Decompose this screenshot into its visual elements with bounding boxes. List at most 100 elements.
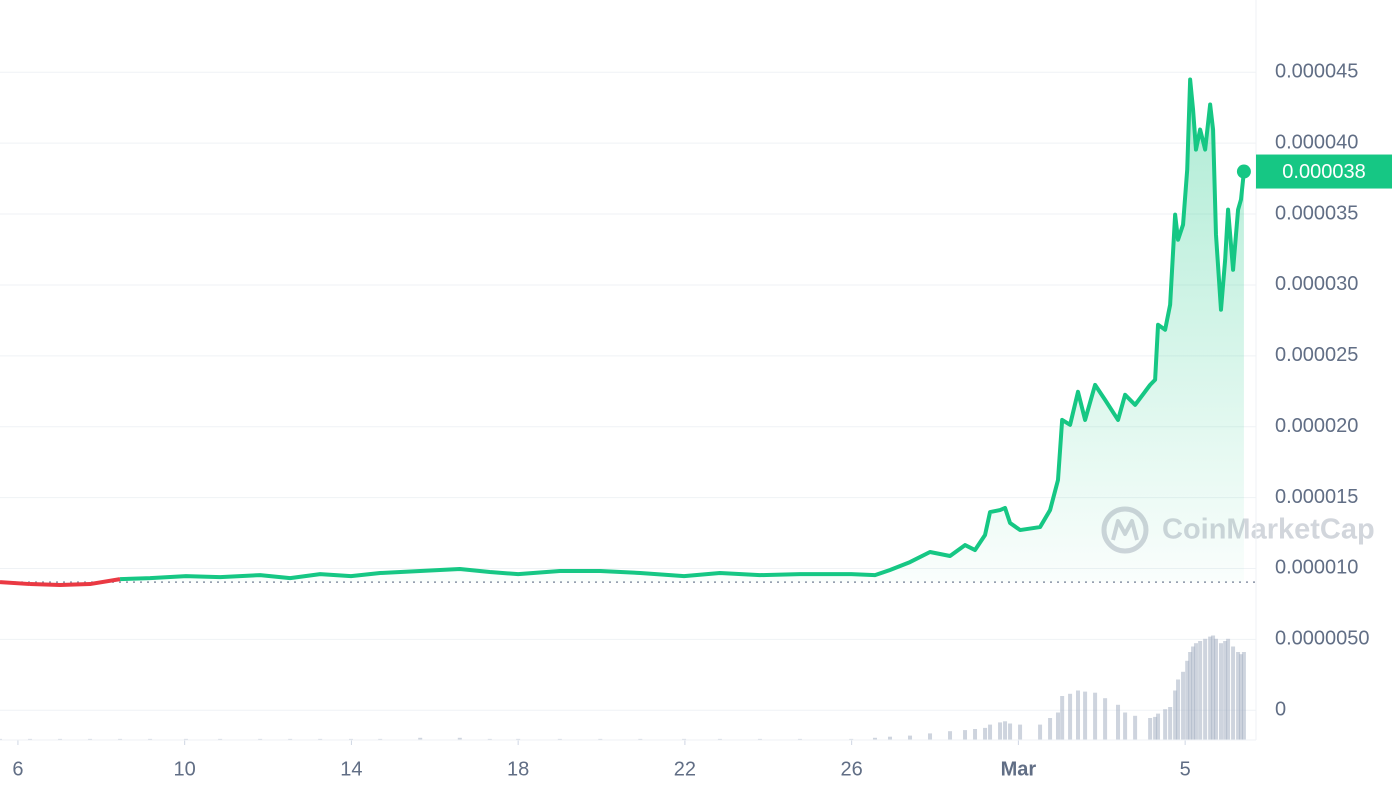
volume-bar [757,738,762,740]
volume-bar [1213,638,1218,740]
volume-bar [1191,646,1196,740]
volume-bar [1055,712,1060,740]
volume-bar [318,738,323,740]
y-tick-label: 0.000025 [1275,344,1358,366]
volume-bar [183,738,188,740]
volume-bar [998,722,1003,740]
y-tick-label: 0.000030 [1275,273,1358,295]
volume-bar [1060,696,1065,740]
volume-bar [717,738,722,740]
current-price-box [1256,154,1392,189]
volume-bar [457,737,462,740]
volume-bar [1133,715,1138,740]
watermark-logo [1101,506,1149,554]
y-tick-label: 0.000045 [1275,61,1358,83]
volume-bar [872,737,877,740]
x-tick-label: 14 [340,758,362,780]
volume-bar [1188,652,1193,740]
volume-bar [983,727,988,740]
volume-bar [1068,693,1073,740]
volume-bar [797,738,802,740]
volume-bar [1238,654,1243,740]
volume-bar [1181,671,1186,740]
volume-bar [487,738,492,740]
labels: 0.000045 0.000040 0.000035 0.000030 0.000025… [12,61,1392,780]
volume-bar [1123,712,1128,740]
volume-bar [378,738,383,740]
watermark: CoinMarketCap [1101,506,1375,554]
volume-bar [1003,721,1008,740]
x-tick-label: Mar [1001,758,1037,780]
volume-bar [1038,724,1043,740]
watermark-logo-mark [1111,519,1139,541]
volume-bar [1116,704,1121,740]
x-tick-label: 5 [1180,758,1191,780]
volume-bar [58,738,63,740]
price-area [0,79,1244,586]
volume-bar [0,738,2,740]
area-layer [0,79,1244,586]
volume-bar [1173,690,1178,740]
volume-bar [928,733,933,740]
volume-bar [638,738,643,740]
y-tick-label: 0 [1275,699,1286,721]
price-line-down [0,580,31,587]
y-tick-label: 0.000020 [1275,415,1358,437]
volume-bar [908,735,913,740]
volume-bar [1193,643,1198,740]
volume-bar [1093,692,1098,740]
price-line-down [29,577,121,588]
y-tick-label: 0.000035 [1275,202,1358,224]
volume-bar [28,738,33,740]
volume-bar [1223,641,1228,740]
line-layer [0,77,1251,588]
volume-bar [1226,638,1231,740]
volume-bar [682,738,687,740]
price-line-up [119,77,1246,582]
volume-bar [1231,646,1236,740]
y-tick-label: 0.0000050 [1275,628,1370,650]
x-tick-label: 22 [674,758,696,780]
y-tick-label: 0.000010 [1275,557,1358,579]
volume-bar [118,738,123,740]
volume-bar [1163,709,1168,740]
watermark-text: CoinMarketCap [1162,514,1375,546]
grid [0,71,1256,745]
volume-bar [258,738,263,740]
volume-bar [218,738,223,740]
volume [0,635,1246,740]
volume-bar [1241,652,1246,740]
volume-bar [1211,635,1216,740]
volume-bar [1018,724,1023,740]
x-tick-label: 18 [507,758,529,780]
volume-bar [1153,716,1158,740]
volume-bar [598,738,603,740]
volume-bar [288,738,293,740]
volume-bar [849,738,854,740]
y-tick-label: 0.000015 [1275,486,1358,508]
volume-bar [988,724,993,740]
volume-bar [887,736,892,740]
volume-bar [1208,636,1213,740]
volume-bar [148,738,153,740]
volume-bar [1083,691,1088,740]
volume-bar [1156,713,1161,740]
volume-bar [1168,707,1173,740]
volume-bar [418,737,423,740]
x-tick-label: 26 [841,758,863,780]
volume-bar [1148,718,1153,740]
volume-bar [1008,723,1013,740]
volume-bar [516,738,521,740]
volume-bar [1198,641,1203,740]
volume-bar [1076,690,1081,740]
volume-bar [348,738,353,740]
x-tick-label: 10 [174,758,196,780]
volume-bar [1203,638,1208,740]
volume-bar [1176,679,1181,740]
x-tick-label: 6 [12,758,23,780]
volume-bar [557,738,562,740]
current-price-label: 0.000038 [1282,161,1365,183]
last-point [1236,164,1251,179]
